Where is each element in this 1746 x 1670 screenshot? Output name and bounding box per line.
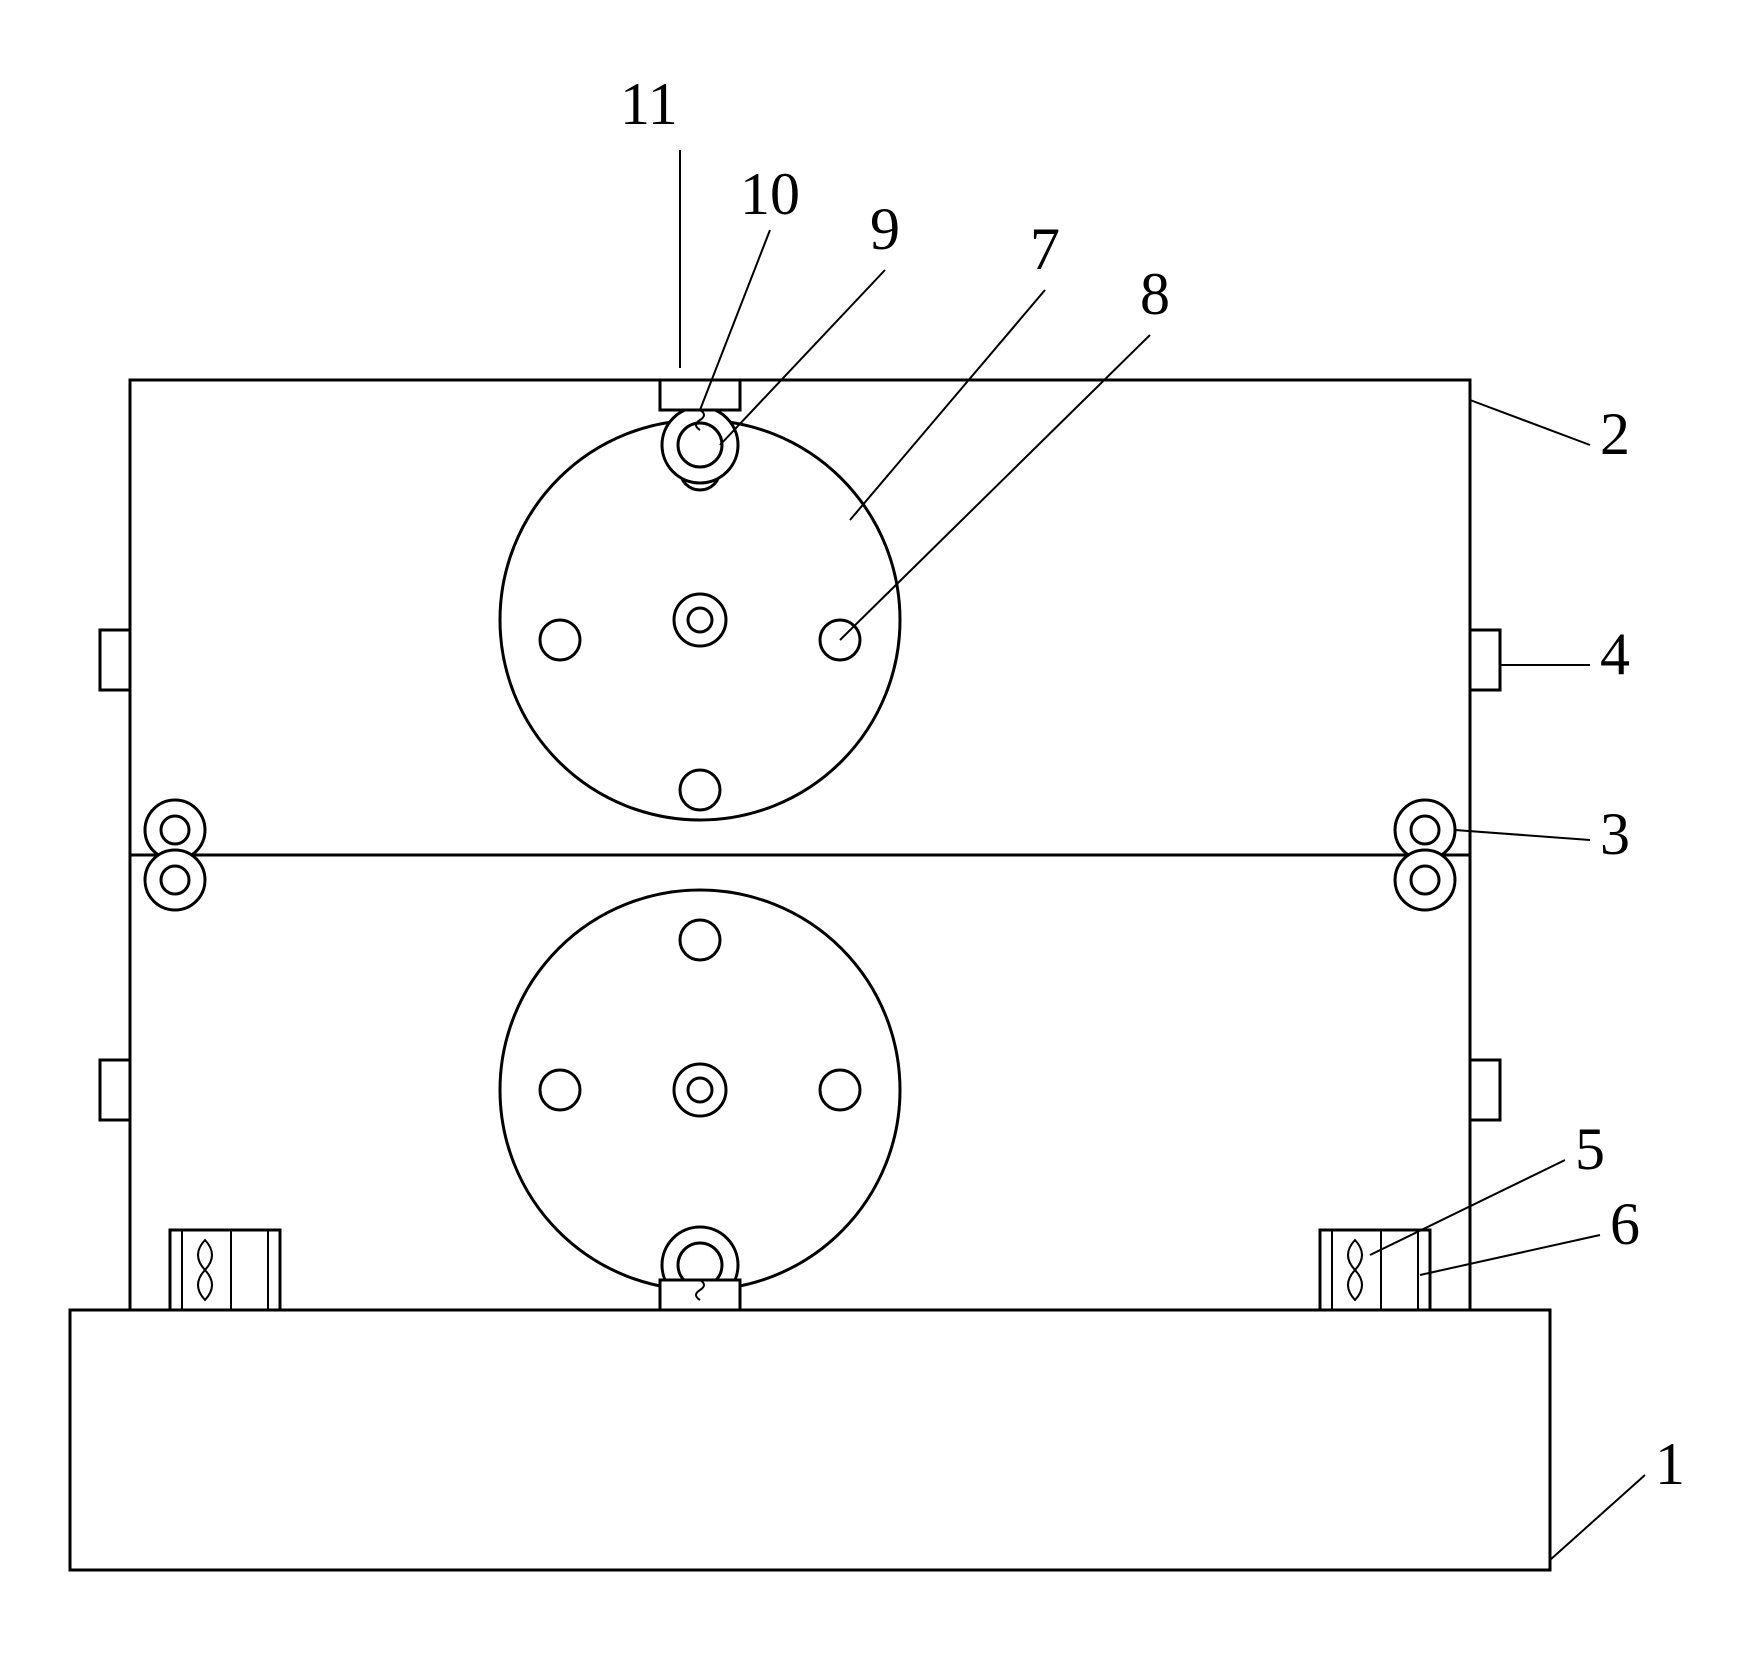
label-6: 6 (1610, 1191, 1640, 1257)
label-8: 8 (1140, 261, 1170, 327)
label-9: 9 (870, 196, 900, 262)
side-tab-lower-left (100, 1060, 130, 1120)
label-11: 11 (620, 71, 678, 137)
label-2: 2 (1600, 401, 1630, 467)
disc-hole (680, 920, 720, 960)
disc-center-inner (688, 1078, 712, 1102)
roller-inner (161, 866, 189, 894)
disc-center-inner (688, 608, 712, 632)
mount-frame (1320, 1230, 1430, 1310)
label-5: 5 (1575, 1116, 1605, 1182)
label-1: 1 (1655, 1431, 1685, 1497)
leader-line (1455, 830, 1590, 840)
label-10: 10 (740, 161, 800, 227)
side-tab-upper-left (100, 630, 130, 690)
label-3: 3 (1600, 801, 1630, 867)
disc-hole (680, 770, 720, 810)
roller-inner (161, 816, 189, 844)
side-tab-lower-right (1470, 1060, 1500, 1120)
disc-hole (540, 1070, 580, 1110)
leader-line (1550, 1475, 1645, 1560)
roller-inner (1411, 866, 1439, 894)
neck-block-bottom (660, 1280, 740, 1310)
roller-inner (1411, 816, 1439, 844)
label-4: 4 (1600, 621, 1630, 687)
base-block (70, 1310, 1550, 1570)
disc-hole (540, 620, 580, 660)
mount-frame (170, 1230, 280, 1310)
disc-hole (820, 1070, 860, 1110)
neck-block-top (660, 380, 740, 410)
technical-drawing: 11 10 9 7 8 2 4 3 56 1 (0, 0, 1746, 1670)
leader-line (1470, 400, 1590, 445)
label-7: 7 (1030, 216, 1060, 282)
side-tab-upper-right (1470, 630, 1500, 690)
